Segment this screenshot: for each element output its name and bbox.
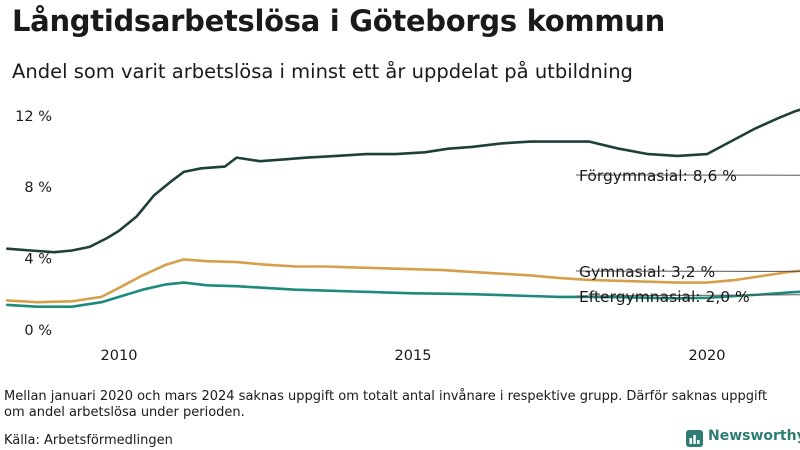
series-line-gymnasial [6,258,800,304]
chart-subtitle: Andel som varit arbetslösa i minst ett å… [12,60,633,83]
chart-title: Långtidsarbetslösa i Göteborgs kommun [12,4,665,38]
series-label-gymnasial: Gymnasial: 3,2 % [579,263,715,281]
line-chart: 0 %4 %8 %12 %201020152020maj 2025Förgymn… [6,108,800,364]
label-connector-gymnasial [575,270,800,272]
x-tick-label: 2010 [101,348,138,364]
series-label-forgymnasial: Förgymnasial: 8,6 % [579,167,737,185]
chart-source: Källa: Arbetsförmedlingen [4,433,173,448]
label-connector-eftergymnasial [575,294,800,297]
x-tick-label: 2020 [689,348,726,364]
y-tick-label: 12 % [15,109,52,125]
y-tick-label: 8 % [24,180,52,196]
series-label-eftergymnasial: Eftergymnasial: 2,0 % [579,288,750,306]
series-line-forgymnasial [6,108,800,254]
brand-name: Newsworthy [708,428,800,444]
chart-note: Mellan januari 2020 och mars 2024 saknas… [4,389,768,420]
y-tick-label: 4 % [24,252,52,268]
y-tick-label: 0 % [24,323,52,339]
x-tick-label: 2015 [395,348,432,364]
series-line-eftergymnasial [6,281,800,308]
chart-bars-icon [686,430,703,447]
